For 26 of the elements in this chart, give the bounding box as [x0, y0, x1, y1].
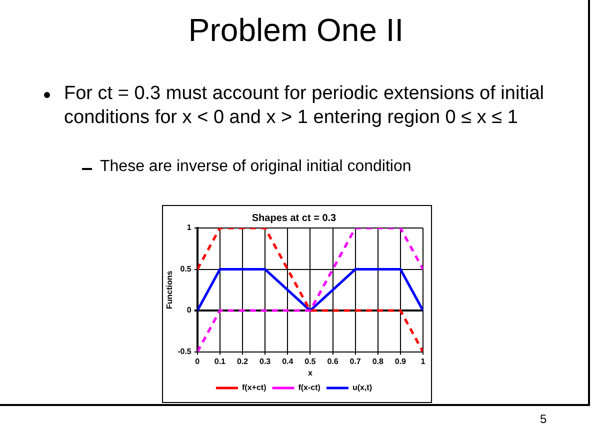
y-axis-title: Functions — [165, 270, 174, 310]
x-tick-label: 1 — [420, 356, 426, 366]
text: Problem One II — [187, 12, 405, 49]
y-tick-label: -0.5 — [178, 347, 192, 356]
x-tick-label: 0.5 — [304, 356, 316, 366]
legend-label: u(x,t) — [352, 383, 372, 392]
x-tick-label: 0.4 — [282, 356, 294, 366]
text: These are inverse of original initial condition — [99, 158, 412, 176]
x-axis-title: x — [308, 368, 313, 378]
x-tick-label: 0.3 — [260, 356, 272, 366]
x-tick-label: 0.1 — [214, 356, 226, 366]
y-tick-label: 0 — [186, 306, 192, 315]
x-tick-label: 0.8 — [372, 356, 384, 366]
text: 5 — [540, 412, 547, 426]
legend-label: f(x+ct) — [242, 383, 267, 392]
y-tick-label: 1 — [186, 223, 192, 232]
x-tick-label: 0.6 — [327, 356, 339, 366]
x-tick-label: 0.7 — [350, 356, 362, 366]
line-series — [197, 228, 423, 352]
text: For ct = 0.3 must account for periodic extensions of initial conditions for x < 0 and x > 1 entering region 0 ≤ x ≤ 1 — [63, 82, 545, 130]
x-tick-label: 0.2 — [236, 356, 249, 366]
y-tick-label: 0.5 — [180, 264, 192, 274]
legend-label: f(x-ct) — [298, 383, 321, 392]
chart-title: Shapes at ct = 0.3 — [252, 212, 337, 224]
x-tick-label: 0.9 — [394, 356, 407, 366]
x-tick-label: 0 — [195, 356, 200, 366]
